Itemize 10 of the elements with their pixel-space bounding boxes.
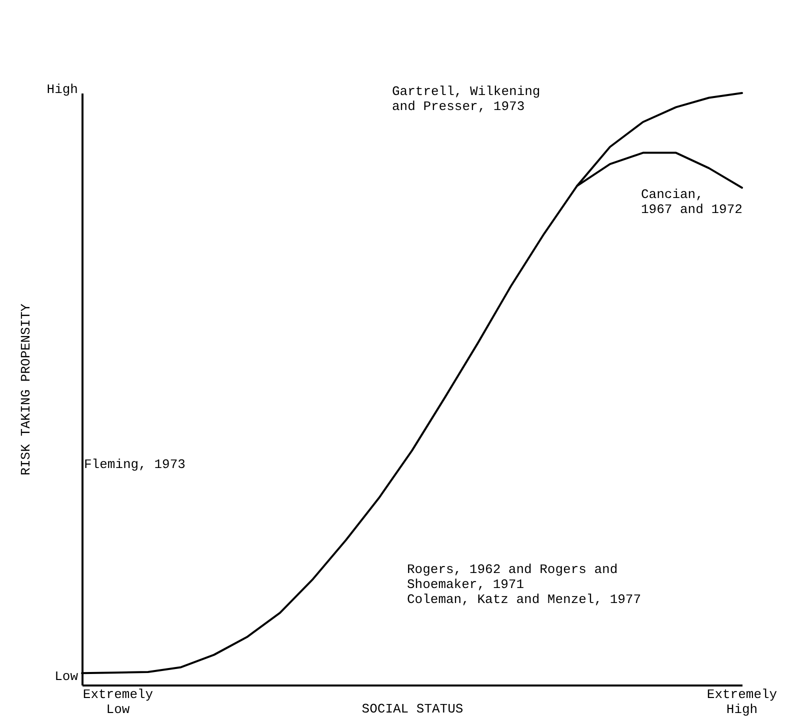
annotation: Rogers, 1962 and Rogers and Shoemaker, 1971 Coleman, Katz and Menzel, 1977 [407,562,642,607]
text: Extremely Low [82,687,154,717]
annotation: Gartrell, Wilkening and Presser, 1973 [392,84,540,114]
annotation: Cancian, 1967 and 1972 [641,187,742,217]
text: High [46,82,78,97]
text: Low [54,669,78,684]
text: Extremely High [706,687,778,717]
y-axis-title: RISK TAKING PROPENSITY [18,303,34,476]
x-axis-title: SOCIAL STATUS [362,702,464,716]
annotation: Fleming, 1973 [84,457,186,472]
